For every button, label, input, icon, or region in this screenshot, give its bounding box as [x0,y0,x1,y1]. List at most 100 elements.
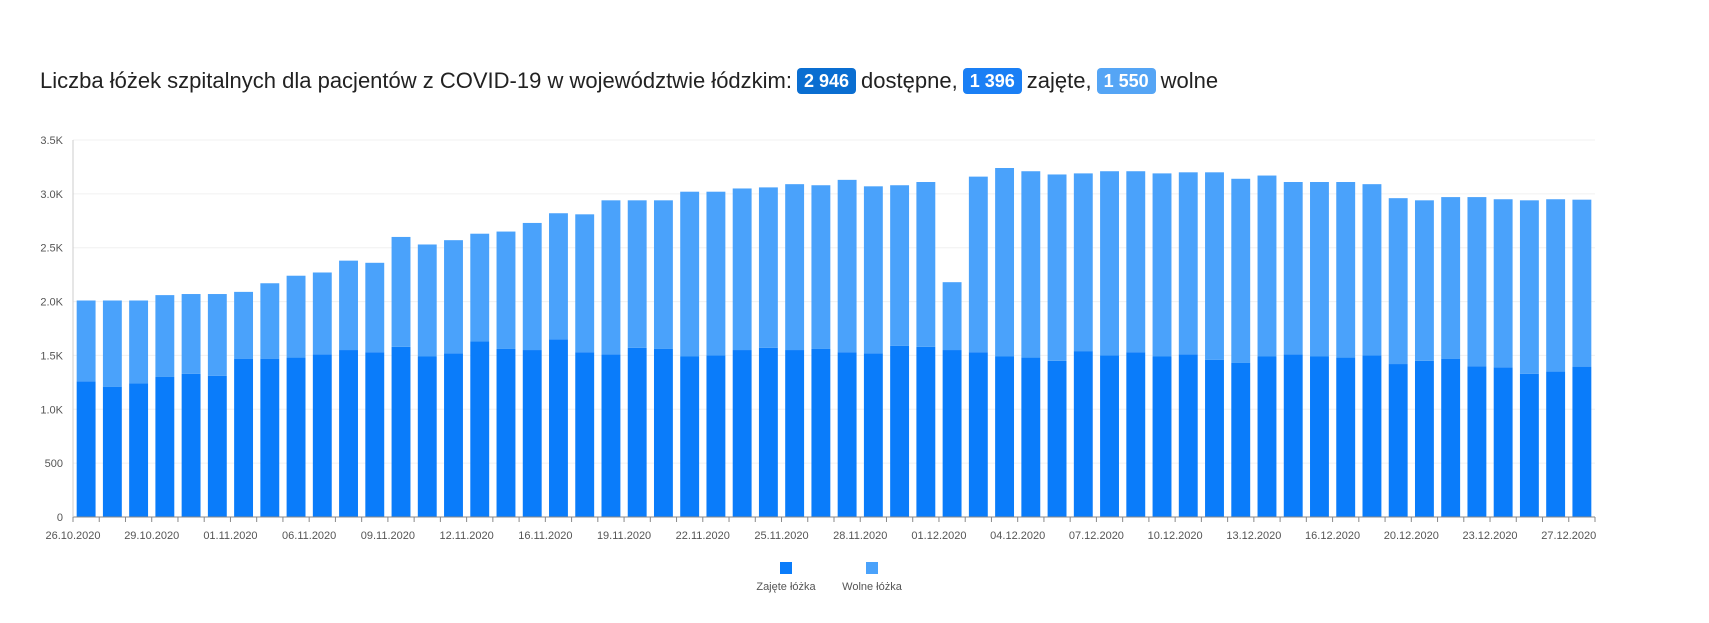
bar-free [1572,199,1592,367]
y-tick-label: 0 [57,512,63,524]
bar-free [811,185,831,349]
bar-free [863,186,883,354]
y-tick-label: 500 [45,458,63,470]
bar-free [1362,184,1382,356]
bar-occupied [811,348,831,517]
x-tick-label: 10.12.2020 [1148,530,1203,542]
legend-label: Wolne łóżka [842,581,903,593]
bar-free [968,176,988,353]
bar-occupied [1178,354,1198,517]
bar-occupied [417,356,437,517]
bar-free [1100,171,1119,356]
bar-free [391,236,411,347]
bar-free [1231,178,1251,363]
bar-free [1519,200,1539,374]
bar-free [627,200,647,348]
free-beds-badge: 1 550 [1096,68,1156,94]
bar-occupied [1414,360,1434,517]
bar-occupied [1546,371,1566,517]
bar-free [1546,199,1566,372]
y-tick-label: 3.0K [40,189,63,201]
bar-occupied [1519,373,1539,517]
legend-swatch [866,562,878,574]
bar-occupied [916,346,936,517]
y-tick-label: 2.5K [40,243,63,255]
bar-occupied [444,353,463,517]
bar-free [758,187,778,348]
x-tick-label: 16.12.2020 [1305,530,1360,542]
bar-free [102,300,122,387]
bar-free [522,222,542,351]
bar-free [470,233,490,342]
bar-occupied [732,350,752,517]
bar-free [732,188,752,351]
bar-free [890,185,910,346]
bar-occupied [260,358,280,517]
bar-occupied [1441,358,1461,517]
bar-occupied [207,375,227,517]
bar-occupied [1467,366,1487,517]
bar-occupied [1257,356,1277,517]
x-tick-label: 29.10.2020 [124,530,179,542]
bar-occupied [1310,356,1329,517]
bar-free [1283,182,1303,355]
bar-occupied [1073,351,1093,517]
bar-free [260,283,280,359]
bar-free [444,240,463,354]
bar-free [1388,198,1408,365]
bar-occupied [155,376,175,517]
bar-free [942,282,962,351]
occupied-beds-badge: 1 396 [962,68,1022,94]
bar-occupied [1152,356,1172,517]
bar-occupied [1362,355,1382,517]
bar-free [549,213,568,340]
available-beds-badge: 2 946 [797,68,857,94]
bar-free [1493,199,1513,368]
bar-occupied [234,358,254,517]
x-tick-label: 26.10.2020 [45,530,100,542]
bar-occupied [968,352,988,517]
free-label: wolne [1160,68,1219,93]
x-tick-label: 23.12.2020 [1463,530,1518,542]
bar-free [706,191,726,356]
bar-occupied [286,357,306,517]
bar-occupied [1231,362,1251,517]
bar-occupied [680,356,700,517]
x-tick-label: 22.11.2020 [676,530,730,542]
bar-occupied [1388,364,1408,517]
bar-free [916,182,936,347]
chart-heading: Liczba łóżek szpitalnych dla pacjentów z… [40,68,1218,94]
bar-free [1257,175,1277,357]
legend-swatch [780,562,792,574]
available-label: dostępne, [861,68,958,93]
bar-free [837,179,857,353]
bar-free [1205,172,1224,360]
bar-free [286,275,306,358]
bar-free [785,184,805,351]
bar-occupied [1021,357,1041,517]
bar-occupied [1493,367,1513,517]
bar-occupied [706,355,726,517]
bar-free [1073,173,1093,352]
bar-occupied [365,352,385,517]
bar-free [1152,173,1172,357]
bar-occupied [785,350,805,517]
bar-occupied [863,353,883,517]
x-tick-label: 19.11.2020 [597,530,651,542]
bar-free [680,191,700,357]
bar-occupied [1047,360,1067,517]
bar-occupied [76,381,96,517]
occupied-label: zajęte, [1026,68,1092,93]
bar-free [76,300,96,382]
bar-occupied [1572,366,1592,517]
bar-free [1126,171,1146,353]
bar-occupied [575,352,595,517]
bar-occupied [181,373,201,517]
x-tick-label: 27.12.2020 [1541,530,1596,542]
x-tick-label: 13.12.2020 [1226,530,1281,542]
bar-free [1021,171,1041,358]
bar-free [181,294,201,374]
bar-free [1047,174,1067,361]
bar-occupied [312,354,332,517]
bar-occupied [627,347,647,517]
